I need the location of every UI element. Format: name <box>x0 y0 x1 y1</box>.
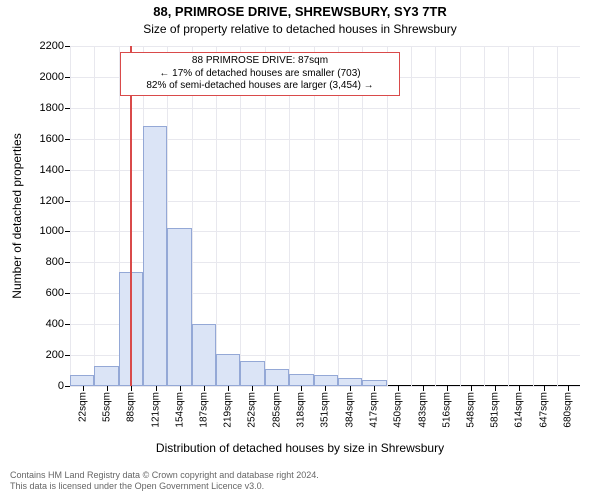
x-tick-label: 154sqm <box>174 392 185 428</box>
annotation-box: 88 PRIMROSE DRIVE: 87sqm← 17% of detache… <box>120 52 400 96</box>
gridline-v <box>435 46 436 386</box>
histogram-bar <box>338 378 362 386</box>
gridline-v <box>265 46 266 386</box>
x-tick-mark <box>107 386 108 391</box>
y-tick-label: 0 <box>58 380 70 392</box>
x-tick-label: 614sqm <box>514 392 525 428</box>
x-tick-label: 318sqm <box>296 392 307 428</box>
x-tick-label: 581sqm <box>490 392 501 428</box>
x-tick-label: 548sqm <box>465 392 476 428</box>
gridline-v <box>70 46 71 386</box>
plot-area: 0200400600800100012001400160018002000220… <box>70 46 580 386</box>
histogram-bar <box>240 361 264 386</box>
x-tick-mark <box>228 386 229 391</box>
caption-line: This data is licensed under the Open Gov… <box>10 481 319 492</box>
chart-subtitle: Size of property relative to detached ho… <box>0 22 600 36</box>
x-tick-label: 121sqm <box>150 392 161 428</box>
y-tick-label: 2000 <box>40 71 70 83</box>
histogram-bar <box>265 369 289 386</box>
x-tick-label: 55sqm <box>101 392 112 422</box>
x-tick-mark <box>350 386 351 391</box>
gridline-v <box>533 46 534 386</box>
histogram-bar <box>143 126 167 386</box>
y-tick-label: 1200 <box>40 195 70 207</box>
gridline-h <box>70 46 580 47</box>
gridline-v <box>314 46 315 386</box>
gridline-v <box>460 46 461 386</box>
x-tick-label: 187sqm <box>199 392 210 428</box>
annotation-line: ← 17% of detached houses are smaller (70… <box>127 68 393 81</box>
gridline-v <box>240 46 241 386</box>
y-tick-label: 600 <box>46 287 70 299</box>
gridline-v <box>362 46 363 386</box>
caption-line: Contains HM Land Registry data © Crown c… <box>10 470 319 481</box>
x-tick-mark <box>398 386 399 391</box>
gridline-v <box>387 46 388 386</box>
x-tick-mark <box>252 386 253 391</box>
x-tick-label: 252sqm <box>247 392 258 428</box>
x-tick-mark <box>325 386 326 391</box>
annotation-line: 88 PRIMROSE DRIVE: 87sqm <box>127 55 393 68</box>
chart-container: 88, PRIMROSE DRIVE, SHREWSBURY, SY3 7TR … <box>0 0 600 500</box>
x-tick-mark <box>277 386 278 391</box>
gridline-v <box>94 46 95 386</box>
x-tick-label: 351sqm <box>320 392 331 428</box>
x-tick-mark <box>544 386 545 391</box>
x-tick-mark <box>301 386 302 391</box>
y-tick-label: 800 <box>46 256 70 268</box>
chart-title: 88, PRIMROSE DRIVE, SHREWSBURY, SY3 7TR <box>0 4 600 19</box>
x-tick-label: 483sqm <box>417 392 428 428</box>
y-tick-label: 1800 <box>40 102 70 114</box>
histogram-bar <box>362 380 386 386</box>
gridline-h <box>70 108 580 109</box>
x-tick-label: 647sqm <box>538 392 549 428</box>
x-tick-mark <box>423 386 424 391</box>
x-tick-label: 219sqm <box>222 392 233 428</box>
x-tick-label: 516sqm <box>442 392 453 428</box>
x-tick-mark <box>131 386 132 391</box>
gridline-v <box>484 46 485 386</box>
x-tick-mark <box>156 386 157 391</box>
x-axis-label: Distribution of detached houses by size … <box>0 441 600 455</box>
x-tick-mark <box>568 386 569 391</box>
gridline-v <box>338 46 339 386</box>
y-tick-label: 1400 <box>40 164 70 176</box>
x-tick-label: 384sqm <box>344 392 355 428</box>
y-tick-label: 1600 <box>40 133 70 145</box>
x-tick-mark <box>374 386 375 391</box>
histogram-bar <box>216 354 240 386</box>
histogram-bar <box>192 324 216 386</box>
x-tick-mark <box>447 386 448 391</box>
x-tick-mark <box>180 386 181 391</box>
gridline-v <box>557 46 558 386</box>
x-tick-mark <box>83 386 84 391</box>
x-tick-label: 22sqm <box>77 392 88 422</box>
y-tick-label: 1000 <box>40 225 70 237</box>
histogram-bar <box>70 375 94 386</box>
x-tick-label: 417sqm <box>369 392 380 428</box>
gridline-v <box>411 46 412 386</box>
x-tick-mark <box>519 386 520 391</box>
gridline-v <box>508 46 509 386</box>
histogram-bar <box>167 228 191 386</box>
y-tick-label: 400 <box>46 318 70 330</box>
gridline-v <box>289 46 290 386</box>
histogram-bar <box>94 366 118 386</box>
annotation-line: 82% of semi-detached houses are larger (… <box>127 80 393 93</box>
x-tick-label: 680sqm <box>563 392 574 428</box>
x-tick-label: 285sqm <box>271 392 282 428</box>
x-tick-mark <box>204 386 205 391</box>
y-tick-label: 200 <box>46 349 70 361</box>
histogram-bar <box>289 374 313 386</box>
y-axis-label: Number of detached properties <box>10 133 24 298</box>
y-tick-label: 2200 <box>40 40 70 52</box>
chart-caption: Contains HM Land Registry data © Crown c… <box>10 470 319 493</box>
x-tick-mark <box>471 386 472 391</box>
property-marker-line <box>130 46 132 386</box>
x-tick-mark <box>495 386 496 391</box>
histogram-bar <box>314 375 338 386</box>
x-tick-label: 88sqm <box>126 392 137 422</box>
x-tick-label: 450sqm <box>393 392 404 428</box>
gridline-v <box>216 46 217 386</box>
